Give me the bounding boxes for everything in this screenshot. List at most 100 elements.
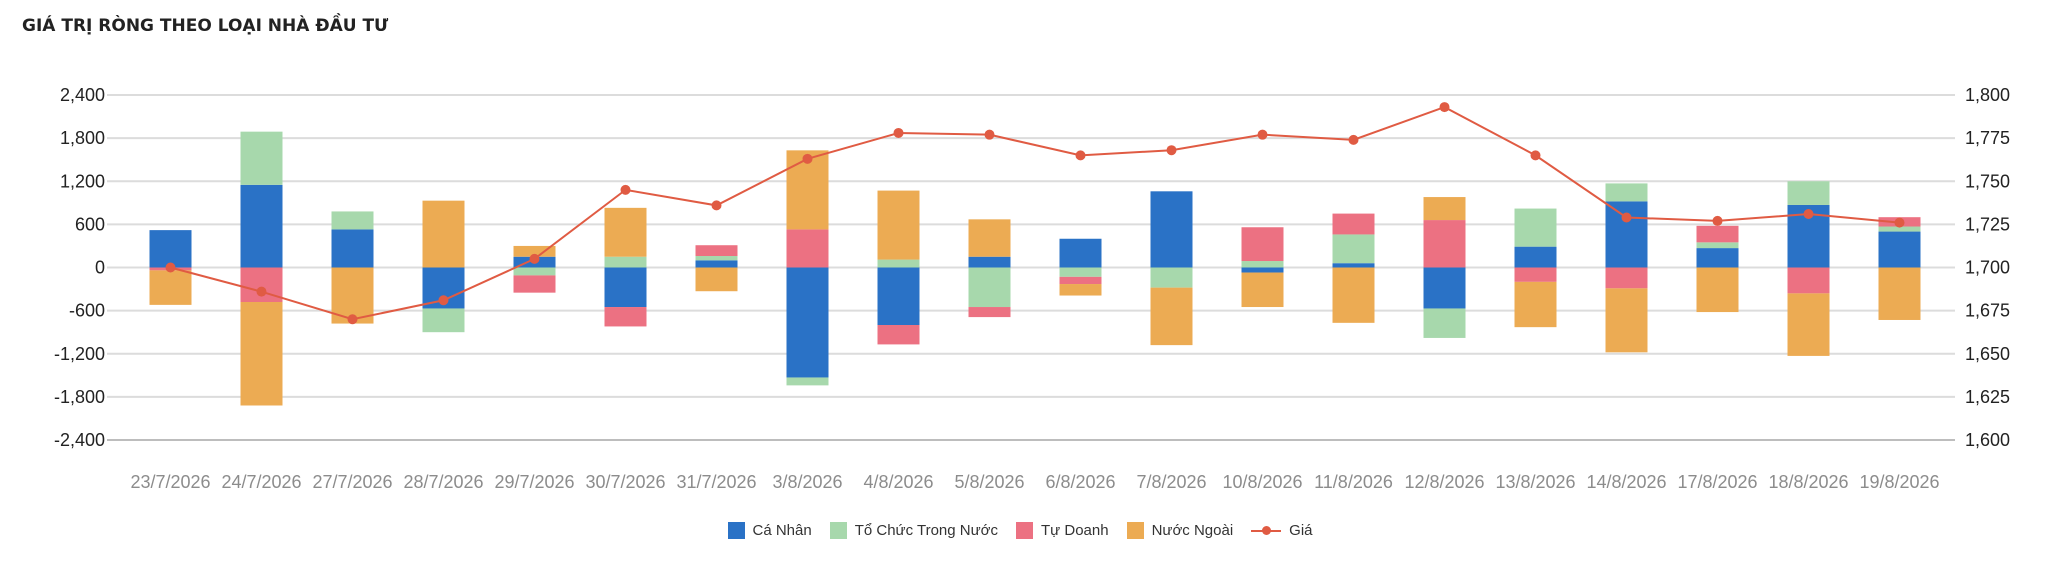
legend-item-nuoc-ngoai[interactable]: Nước Ngoài	[1126, 522, 1234, 539]
legend-swatch-tu-doanh	[1016, 522, 1033, 539]
y-left-tick-label: -2,400	[54, 430, 105, 450]
y-left-tick-label: 600	[75, 214, 105, 234]
bar-nuoc-ngoai	[422, 200, 465, 268]
x-tick-label: 28/7/2026	[403, 472, 483, 492]
price-point	[620, 184, 631, 195]
bar-tu-doanh	[695, 245, 738, 256]
legend-swatch-nuoc-ngoai	[1126, 522, 1144, 539]
y-left-tick-label: 1,800	[60, 128, 105, 148]
bar-to-chuc-trong-nuoc	[1150, 267, 1193, 288]
bar-to-chuc-trong-nuoc	[422, 308, 465, 333]
bar-to-chuc-trong-nuoc	[1696, 242, 1739, 249]
bar-tu-doanh	[1605, 267, 1648, 289]
x-tick-label: 6/8/2026	[1045, 472, 1115, 492]
x-tick-label: 12/8/2026	[1404, 472, 1484, 492]
legend-marker-gia	[1251, 522, 1282, 539]
x-tick-label: 10/8/2026	[1222, 472, 1302, 492]
price-point	[1803, 209, 1814, 220]
x-tick-label: 23/7/2026	[130, 472, 210, 492]
bar-tu-doanh	[1787, 267, 1830, 294]
legend-swatch-ca-nhan	[727, 522, 745, 539]
bar-to-chuc-trong-nuoc	[1059, 267, 1102, 277]
y-right-tick-label: 1,650	[1965, 344, 2010, 364]
bar-tu-doanh	[1423, 220, 1466, 268]
price-point	[1439, 102, 1450, 113]
price-point	[893, 127, 904, 138]
y-right-tick-label: 1,700	[1965, 258, 2010, 278]
y-right-tick-label: 1,725	[1965, 214, 2010, 234]
x-tick-label: 5/8/2026	[954, 472, 1024, 492]
price-line	[170, 105, 1900, 321]
bar-nuoc-ngoai	[604, 207, 647, 257]
price-point	[1894, 217, 1905, 228]
y-left-tick-label: 1,200	[60, 171, 105, 191]
bar-nuoc-ngoai	[513, 245, 556, 257]
legend-item-tu-doanh[interactable]: Tự Doanh	[1016, 522, 1109, 539]
y-left-tick-label: 0	[95, 258, 105, 278]
bar-nuoc-ngoai	[240, 302, 283, 406]
x-tick-label: 3/8/2026	[772, 472, 842, 492]
bar-tu-doanh	[1332, 213, 1375, 235]
bar-nuoc-ngoai	[1605, 288, 1648, 353]
bar-ca-nhan	[1514, 246, 1557, 268]
legend-label-nuoc-ngoai: Nước Ngoài	[1151, 522, 1234, 539]
y-right-tick-label: 1,625	[1965, 387, 2010, 407]
bar-to-chuc-trong-nuoc	[695, 256, 738, 261]
legend-label-tu-doanh: Tự Doanh	[1041, 522, 1109, 539]
bar-ca-nhan	[149, 230, 192, 268]
price-point	[1348, 134, 1359, 145]
bar-to-chuc-trong-nuoc	[968, 267, 1011, 308]
x-tick-label: 14/8/2026	[1586, 472, 1666, 492]
y-right-tick-label: 1,750	[1965, 171, 2010, 191]
bar-nuoc-ngoai	[149, 270, 192, 305]
bar-tu-doanh	[1241, 227, 1284, 262]
chart-title: GIÁ TRỊ RÒNG THEO LOẠI NHÀ ĐẦU TƯ	[22, 16, 389, 36]
bar-ca-nhan	[331, 229, 374, 268]
x-tick-label: 18/8/2026	[1768, 472, 1848, 492]
bar-ca-nhan	[1605, 201, 1648, 268]
y-right-tick-label: 1,675	[1965, 301, 2010, 321]
bar-to-chuc-trong-nuoc	[1605, 183, 1648, 202]
bar-ca-nhan	[1878, 231, 1921, 268]
price-point	[1075, 150, 1086, 161]
chart-plot: 2,400 1,800 1,200 600 0 -600 -1,200 -1,800 -2,40…	[54, 85, 2010, 492]
bar-ca-nhan	[1696, 248, 1739, 268]
price-point	[1712, 215, 1723, 226]
bar-to-chuc-trong-nuoc	[1423, 308, 1466, 338]
bar-ca-nhan	[240, 184, 283, 268]
bar-ca-nhan	[1332, 263, 1375, 268]
x-tick-label: 17/8/2026	[1677, 472, 1757, 492]
y-right-tick-label: 1,775	[1965, 128, 2010, 148]
chart-legend: Cá Nhân Tổ Chức Trong Nước Tự Doanh Nước…	[0, 522, 2048, 539]
x-tick-label: 27/7/2026	[312, 472, 392, 492]
bar-nuoc-ngoai	[1150, 287, 1193, 346]
bar-nuoc-ngoai	[1696, 267, 1739, 313]
legend-item-ca-nhan[interactable]: Cá Nhân	[727, 522, 812, 539]
bar-nuoc-ngoai	[1514, 281, 1557, 328]
y-left-tick-label: -600	[69, 301, 105, 321]
legend-item-gia[interactable]: Giá	[1251, 522, 1313, 539]
bar-tu-doanh	[1696, 225, 1739, 243]
bar-tu-doanh	[968, 307, 1011, 318]
bar-to-chuc-trong-nuoc	[877, 259, 920, 268]
bar-to-chuc-trong-nuoc	[1878, 226, 1921, 232]
bar-nuoc-ngoai	[1423, 197, 1466, 221]
legend-swatch-to-chuc-trong-nuoc	[829, 522, 847, 539]
x-tick-label: 19/8/2026	[1859, 472, 1939, 492]
bar-to-chuc-trong-nuoc	[1332, 234, 1375, 264]
bar-ca-nhan	[1423, 267, 1466, 309]
price-point	[1257, 129, 1268, 140]
bar-tu-doanh	[1514, 267, 1557, 282]
x-tick-label: 11/8/2026	[1314, 472, 1393, 492]
x-tick-label: 29/7/2026	[494, 472, 574, 492]
bar-to-chuc-trong-nuoc	[1787, 181, 1830, 205]
y-left-tick-label: -1,800	[54, 387, 105, 407]
bar-to-chuc-trong-nuoc	[1241, 261, 1284, 268]
bar-ca-nhan	[1059, 238, 1102, 268]
bar-to-chuc-trong-nuoc	[604, 256, 647, 268]
legend-item-to-chuc-trong-nuoc[interactable]: Tổ Chức Trong Nước	[829, 522, 998, 539]
bar-ca-nhan	[968, 256, 1011, 268]
price-point	[529, 253, 540, 264]
x-tick-label: 30/7/2026	[585, 472, 665, 492]
bar-ca-nhan	[604, 267, 647, 308]
